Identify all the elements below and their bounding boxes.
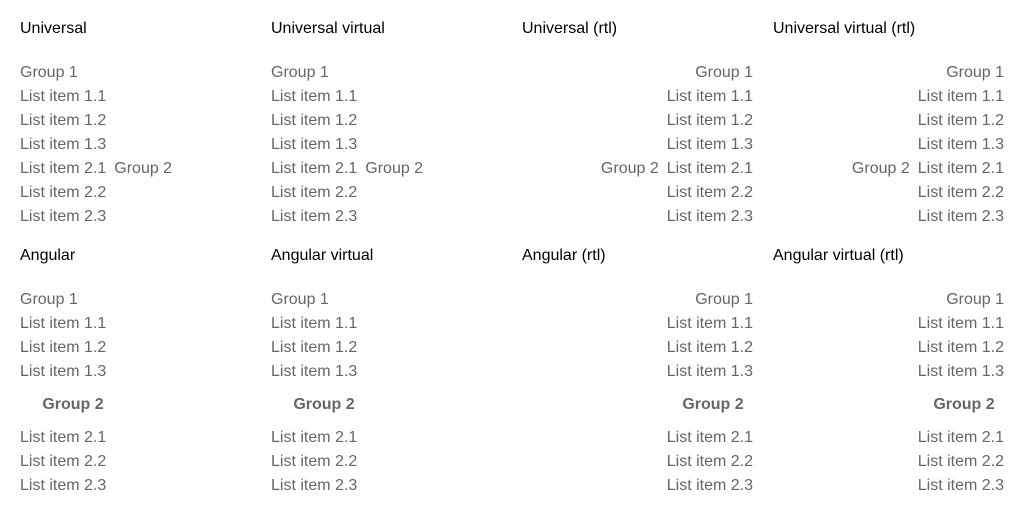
panel-title: Angular (rtl) — [522, 247, 606, 264]
panel-angular-virtual: Angular virtual Group 1 List item 1.1 Li… — [271, 246, 502, 498]
group-2-label: Group 2 — [114, 160, 173, 177]
list-item-2-3[interactable]: List item 2.3 — [20, 208, 107, 225]
list-item-1-2[interactable]: List item 1.2 — [20, 339, 107, 356]
list-item-2-1[interactable]: List item 2.1 — [271, 429, 358, 446]
list-item-1-2[interactable]: List item 1.2 — [271, 112, 358, 129]
list-item-1-2[interactable]: List item 1.2 — [666, 112, 753, 129]
list-item-1-1[interactable]: List item 1.1 — [20, 88, 107, 105]
list-item-2-1[interactable]: List item 2.1 — [666, 429, 753, 446]
panel-title: Universal virtual — [271, 20, 385, 37]
list-item-1-3[interactable]: List item 1.3 — [20, 136, 107, 153]
list-item-1-1[interactable]: List item 1.1 — [917, 88, 1004, 105]
panel-universal: Universal Group 1 List item 1.1 List ite… — [20, 19, 251, 229]
panel-universal-virtual-rtl: Universal virtual (rtl) Group 1 List ite… — [773, 19, 1004, 229]
panel-title: Angular — [20, 247, 76, 264]
listbox[interactable]: Group 1 List item 1.1 List item 1.2 List… — [20, 61, 251, 229]
list-item-1-2[interactable]: List item 1.2 — [917, 339, 1004, 356]
list-item-1-3[interactable]: List item 1.3 — [917, 363, 1004, 380]
group-1-label: Group 1 — [20, 64, 78, 81]
list-item-1-1[interactable]: List item 1.1 — [666, 315, 753, 332]
list-item-1-2[interactable]: List item 1.2 — [917, 112, 1004, 129]
list-item-1-3[interactable]: List item 1.3 — [666, 363, 753, 380]
group-1-label: Group 1 — [946, 64, 1004, 81]
group-2-header: Group 2 — [42, 396, 104, 413]
list-item-2-2[interactable]: List item 2.2 — [20, 453, 107, 470]
panel-universal-virtual: Universal virtual Group 1 List item 1.1 … — [271, 19, 502, 229]
list-item-2-1[interactable]: List item 2.1 — [917, 160, 1004, 177]
list-item-2-2[interactable]: List item 2.2 — [271, 184, 358, 201]
list-item-2-3[interactable]: List item 2.3 — [917, 477, 1004, 494]
group-1-label: Group 1 — [20, 291, 78, 308]
list-item-2-2[interactable]: List item 2.2 — [666, 184, 753, 201]
list-item-2-3[interactable]: List item 2.3 — [666, 477, 753, 494]
list-item-1-3[interactable]: List item 1.3 — [666, 136, 753, 153]
list-item-2-1[interactable]: List item 2.1 — [917, 429, 1004, 446]
list-item-1-1[interactable]: List item 1.1 — [20, 315, 107, 332]
group-2-header: Group 2 — [933, 396, 995, 413]
list-item-2-1[interactable]: List item 2.1 — [666, 160, 753, 177]
listbox[interactable]: Group 1 List item 1.1 List item 1.2 List… — [773, 288, 1004, 498]
list-item-1-1[interactable]: List item 1.1 — [271, 315, 358, 332]
list-item-2-1[interactable]: List item 2.1 — [20, 429, 107, 446]
list-item-2-2[interactable]: List item 2.2 — [917, 453, 1004, 470]
panel-title: Universal (rtl) — [522, 20, 618, 37]
list-item-1-3[interactable]: List item 1.3 — [271, 363, 358, 380]
list-item-2-3[interactable]: List item 2.3 — [666, 208, 753, 225]
group-2-header: Group 2 — [682, 396, 744, 413]
list-item-1-1[interactable]: List item 1.1 — [666, 88, 753, 105]
list-item-2-1[interactable]: List item 2.1 — [271, 160, 358, 177]
listbox[interactable]: Group 1 List item 1.1 List item 1.2 List… — [522, 61, 753, 229]
group-2-label: Group 2 — [365, 160, 424, 177]
group-2-label: Group 2 — [600, 160, 659, 177]
group-1-label: Group 1 — [271, 64, 329, 81]
list-item-2-3[interactable]: List item 2.3 — [20, 477, 107, 494]
list-item-1-3[interactable]: List item 1.3 — [917, 136, 1004, 153]
list-item-2-2[interactable]: List item 2.2 — [666, 453, 753, 470]
list-item-1-1[interactable]: List item 1.1 — [917, 315, 1004, 332]
list-item-2-3[interactable]: List item 2.3 — [271, 208, 358, 225]
listbox[interactable]: Group 1 List item 1.1 List item 1.2 List… — [271, 61, 502, 229]
group-2-label: Group 2 — [851, 160, 910, 177]
group-2-header: Group 2 — [293, 396, 355, 413]
panel-title: Universal — [20, 20, 87, 37]
list-item-2-3[interactable]: List item 2.3 — [271, 477, 358, 494]
list-item-1-1[interactable]: List item 1.1 — [271, 88, 358, 105]
panel-title: Angular virtual (rtl) — [773, 247, 904, 264]
list-item-2-2[interactable]: List item 2.2 — [271, 453, 358, 470]
panel-angular: Angular Group 1 List item 1.1 List item … — [20, 246, 251, 498]
group-1-label: Group 1 — [271, 291, 329, 308]
panel-title: Angular virtual — [271, 247, 374, 264]
listbox[interactable]: Group 1 List item 1.1 List item 1.2 List… — [773, 61, 1004, 229]
panel-universal-rtl: Universal (rtl) Group 1 List item 1.1 Li… — [522, 19, 753, 229]
list-item-1-2[interactable]: List item 1.2 — [666, 339, 753, 356]
listbox[interactable]: Group 1 List item 1.1 List item 1.2 List… — [522, 288, 753, 498]
list-item-2-2[interactable]: List item 2.2 — [917, 184, 1004, 201]
listbox[interactable]: Group 1 List item 1.1 List item 1.2 List… — [271, 288, 502, 498]
list-item-1-2[interactable]: List item 1.2 — [271, 339, 358, 356]
listbox[interactable]: Group 1 List item 1.1 List item 1.2 List… — [20, 288, 251, 498]
group-1-label: Group 1 — [695, 291, 753, 308]
panel-title: Universal virtual (rtl) — [773, 20, 916, 37]
panel-angular-rtl: Angular (rtl) Group 1 List item 1.1 List… — [522, 246, 753, 498]
list-item-2-3[interactable]: List item 2.3 — [917, 208, 1004, 225]
list-item-2-2[interactable]: List item 2.2 — [20, 184, 107, 201]
list-item-1-3[interactable]: List item 1.3 — [271, 136, 358, 153]
panel-angular-virtual-rtl: Angular virtual (rtl) Group 1 List item … — [773, 246, 1004, 498]
list-item-2-1[interactable]: List item 2.1 — [20, 160, 107, 177]
group-1-label: Group 1 — [695, 64, 753, 81]
list-item-1-2[interactable]: List item 1.2 — [20, 112, 107, 129]
list-item-1-3[interactable]: List item 1.3 — [20, 363, 107, 380]
group-1-label: Group 1 — [946, 291, 1004, 308]
